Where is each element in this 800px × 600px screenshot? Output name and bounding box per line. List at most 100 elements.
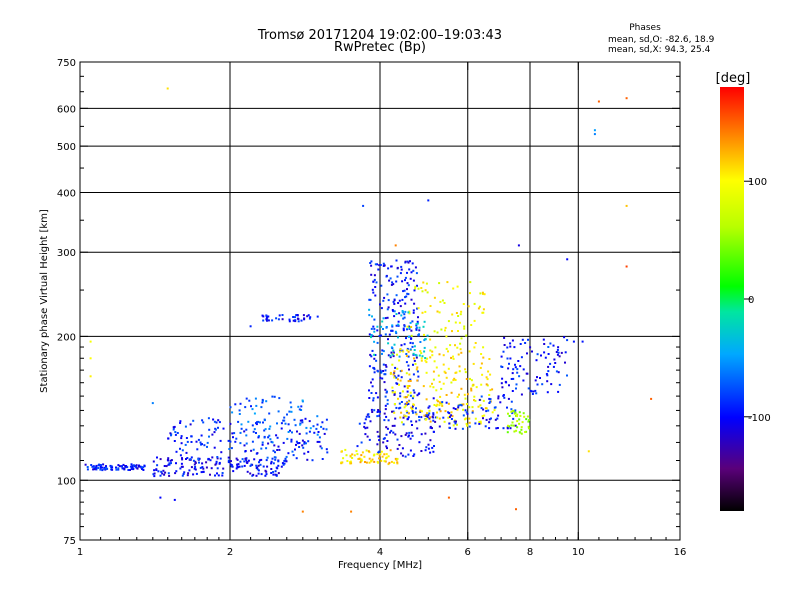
data-point bbox=[383, 460, 386, 463]
data-point bbox=[443, 302, 446, 304]
data-point bbox=[405, 295, 408, 298]
data-point bbox=[516, 426, 519, 429]
data-point bbox=[358, 422, 361, 425]
data-point bbox=[424, 432, 427, 435]
data-point bbox=[481, 415, 484, 418]
data-point bbox=[392, 410, 395, 413]
data-point bbox=[250, 405, 252, 408]
data-point bbox=[195, 472, 198, 475]
data-point bbox=[417, 316, 419, 319]
data-point bbox=[503, 336, 506, 339]
data-point bbox=[376, 396, 379, 399]
data-point bbox=[552, 365, 555, 368]
data-point bbox=[389, 356, 392, 359]
data-point bbox=[463, 325, 466, 328]
data-point bbox=[407, 261, 410, 264]
data-point bbox=[572, 340, 575, 343]
data-point bbox=[522, 379, 525, 382]
data-point bbox=[386, 293, 389, 296]
data-point bbox=[272, 462, 275, 465]
data-point bbox=[219, 457, 222, 460]
data-point bbox=[390, 429, 393, 432]
data-point bbox=[431, 382, 433, 385]
data-point bbox=[174, 433, 177, 436]
data-point bbox=[488, 394, 491, 396]
phases-title: Phases bbox=[629, 23, 661, 33]
data-point bbox=[373, 460, 376, 463]
data-point bbox=[190, 441, 193, 443]
data-point bbox=[441, 401, 444, 404]
data-point bbox=[462, 408, 465, 411]
data-point bbox=[277, 318, 280, 321]
data-point bbox=[405, 432, 408, 435]
data-point bbox=[479, 420, 482, 423]
data-point bbox=[470, 379, 473, 382]
data-point bbox=[398, 299, 401, 302]
data-point bbox=[382, 370, 385, 372]
data-point bbox=[209, 459, 212, 462]
data-point bbox=[432, 450, 435, 453]
data-point bbox=[426, 416, 429, 418]
data-point bbox=[415, 356, 418, 359]
data-point bbox=[252, 473, 255, 476]
data-point bbox=[374, 354, 377, 356]
data-point bbox=[380, 450, 383, 453]
data-point bbox=[193, 467, 196, 470]
data-point bbox=[395, 406, 398, 409]
data-point bbox=[519, 431, 522, 434]
data-point bbox=[406, 387, 409, 389]
data-point bbox=[179, 454, 182, 457]
data-point bbox=[429, 385, 432, 388]
data-point bbox=[201, 462, 204, 465]
data-point bbox=[400, 265, 403, 268]
data-point bbox=[407, 400, 410, 403]
data-point bbox=[205, 461, 208, 464]
data-point bbox=[395, 280, 398, 283]
data-point bbox=[466, 424, 468, 427]
data-point bbox=[531, 350, 533, 353]
data-point bbox=[190, 456, 193, 459]
data-point bbox=[429, 356, 432, 359]
y-tick-label: 500 bbox=[57, 142, 76, 153]
data-point bbox=[370, 381, 372, 384]
data-point bbox=[168, 462, 171, 465]
data-point bbox=[179, 447, 181, 450]
data-point bbox=[379, 453, 382, 455]
data-point bbox=[394, 391, 396, 394]
data-point bbox=[447, 367, 450, 370]
data-point bbox=[130, 463, 133, 466]
data-point bbox=[393, 393, 396, 396]
data-point bbox=[408, 325, 410, 328]
data-point bbox=[432, 413, 435, 416]
data-point bbox=[435, 366, 438, 369]
data-point bbox=[466, 412, 469, 415]
data-point bbox=[213, 446, 216, 449]
data-point bbox=[520, 432, 523, 435]
data-point bbox=[478, 421, 481, 424]
data-point bbox=[493, 409, 496, 412]
data-point bbox=[454, 379, 457, 381]
data-point bbox=[175, 470, 178, 473]
data-point bbox=[385, 456, 388, 459]
data-point bbox=[216, 467, 219, 470]
data-point bbox=[360, 441, 363, 444]
data-point bbox=[372, 280, 375, 283]
data-point bbox=[502, 394, 505, 397]
data-point bbox=[181, 465, 184, 468]
data-point bbox=[526, 372, 529, 375]
data-point bbox=[401, 280, 404, 283]
data-point bbox=[94, 467, 97, 470]
data-point bbox=[106, 467, 109, 470]
data-point bbox=[566, 374, 568, 377]
data-point bbox=[372, 291, 375, 294]
data-point bbox=[415, 327, 418, 330]
data-point bbox=[471, 406, 474, 409]
data-point bbox=[516, 368, 519, 371]
data-point bbox=[253, 428, 256, 431]
data-point bbox=[270, 460, 273, 463]
data-point bbox=[296, 442, 299, 445]
data-point bbox=[201, 419, 204, 422]
data-point bbox=[438, 380, 441, 383]
data-point bbox=[89, 375, 92, 378]
data-point bbox=[550, 383, 553, 386]
